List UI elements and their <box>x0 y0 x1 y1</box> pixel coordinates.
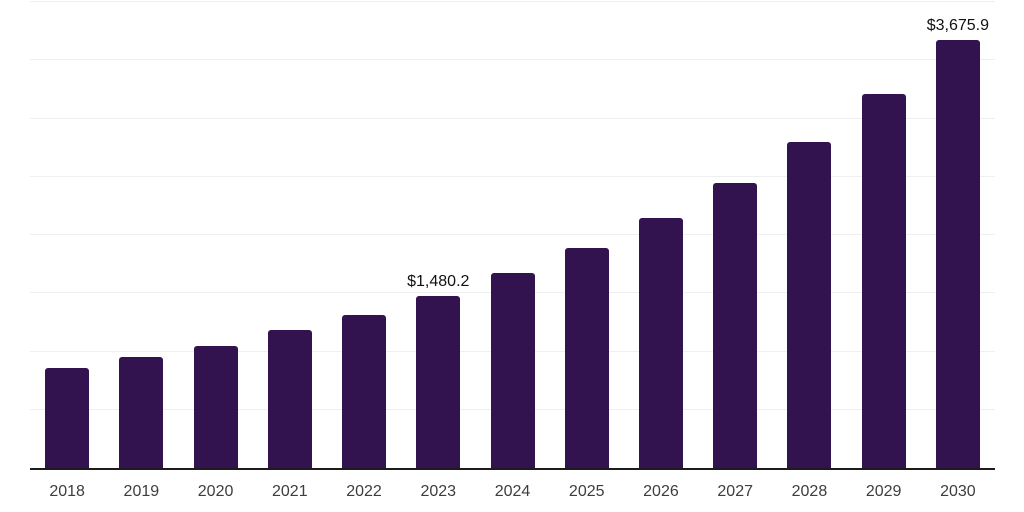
x-tick-2030: 2030 <box>940 483 976 500</box>
x-tick-2026: 2026 <box>643 483 679 500</box>
x-tick-2020: 2020 <box>197 483 234 500</box>
gridline <box>30 175 995 177</box>
data-label-2023: $1,480.2 <box>407 272 470 290</box>
bar-2023 <box>416 295 461 468</box>
gridline <box>30 59 995 61</box>
plot-area: $1,480.2 $3,675.9 <box>30 1 995 470</box>
bar-2029 <box>861 94 906 468</box>
x-tick-2025: 2025 <box>568 483 605 500</box>
x-tick-2019: 2019 <box>123 483 160 500</box>
x-tick-2023: 2023 <box>420 483 457 500</box>
x-tick-2027: 2027 <box>717 483 753 500</box>
x-tick-2018: 2018 <box>49 483 85 500</box>
bar-2030 <box>935 39 980 468</box>
bar-2024 <box>490 273 535 468</box>
x-tick-2024: 2024 <box>494 483 531 500</box>
bar-2028 <box>787 141 832 468</box>
x-tick-2029: 2029 <box>865 483 902 500</box>
bar-2022 <box>342 314 387 468</box>
x-tick-2022: 2022 <box>346 483 382 500</box>
data-label-2030: $3,675.9 <box>926 16 990 34</box>
x-tick-2028: 2028 <box>791 483 828 500</box>
gridline <box>30 1 995 2</box>
gridline <box>30 234 995 235</box>
bar-2020 <box>193 345 238 468</box>
bar-2021 <box>267 329 312 468</box>
bar-2025 <box>564 247 609 468</box>
x-axis-labels: 2018 2019 2020 2021 2022 2023 2024 2025 2026 2027… <box>30 472 995 512</box>
x-tick-2021: 2021 <box>272 483 308 500</box>
bar-2027 <box>713 182 758 468</box>
bar-2019 <box>119 357 164 468</box>
bar-2026 <box>638 217 683 468</box>
gridline <box>30 117 995 119</box>
bar-2018 <box>45 368 90 468</box>
